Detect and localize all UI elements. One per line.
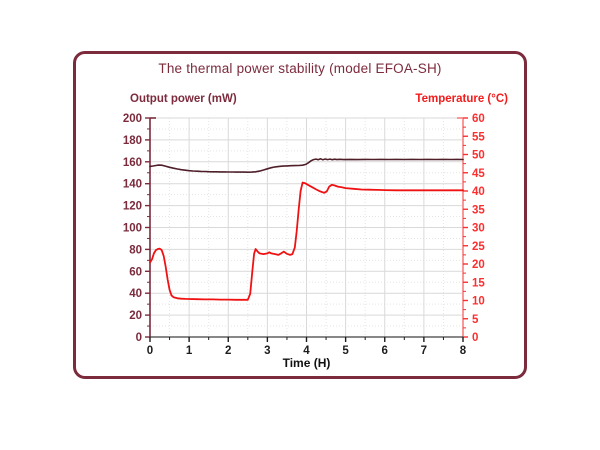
left-axis-tick-label: 160	[123, 157, 142, 169]
left-axis-tick-label: 20	[129, 310, 142, 322]
left-axis-tick-label: 100	[123, 223, 142, 235]
right-axis-tick-label: 10	[472, 296, 485, 308]
right-axis-tick-label: 40	[472, 186, 485, 198]
right-axis-tick-label: 0	[472, 332, 478, 344]
left-axis-tick-label: 0	[136, 332, 142, 344]
right-axis-tick-label: 20	[472, 259, 485, 271]
x-axis-tick-label: 7	[421, 345, 427, 357]
x-axis-title: Time (H)	[282, 356, 331, 370]
output-power-curve	[149, 158, 464, 173]
x-axis-tick-label: 6	[382, 345, 388, 357]
right-axis-tick-label: 35	[472, 204, 485, 216]
x-axis-tick-label: 0	[147, 345, 153, 357]
right-axis-tick-label: 50	[472, 150, 485, 162]
right-axis-tick-label: 60	[472, 113, 485, 125]
right-axis-tick-label: 15	[472, 277, 485, 289]
right-axis-tick-label: 25	[472, 241, 485, 253]
right-axis-tick-label: 45	[472, 168, 485, 180]
x-axis-tick-label: 4	[303, 345, 310, 357]
left-axis-tick-label: 200	[123, 113, 142, 125]
right-axis-tick-label: 30	[472, 223, 485, 235]
x-axis-tick-label: 1	[186, 345, 193, 357]
left-axis-tick-label: 80	[129, 244, 142, 256]
left-axis-title: Output power (mW)	[130, 93, 237, 105]
chart-title: The thermal power stability (model EFOA-…	[158, 61, 442, 76]
x-axis-tick-label: 8	[460, 345, 467, 357]
temperature-curve	[149, 181, 464, 301]
chart-panel	[73, 51, 527, 379]
left-axis-tick-label: 140	[123, 179, 142, 191]
x-axis-tick-label: 3	[264, 345, 270, 357]
right-axis-tick-label: 55	[472, 131, 485, 143]
left-axis-tick-label: 40	[129, 288, 142, 300]
left-axis-tick-label: 60	[129, 266, 142, 278]
right-axis-title: Temperature (°C)	[415, 93, 508, 105]
left-axis-tick-label: 120	[123, 201, 142, 213]
x-axis-tick-label: 5	[342, 345, 349, 357]
right-axis-tick-label: 5	[472, 314, 479, 326]
left-axis-tick-label: 180	[123, 135, 142, 147]
x-axis-tick-label: 2	[225, 345, 231, 357]
